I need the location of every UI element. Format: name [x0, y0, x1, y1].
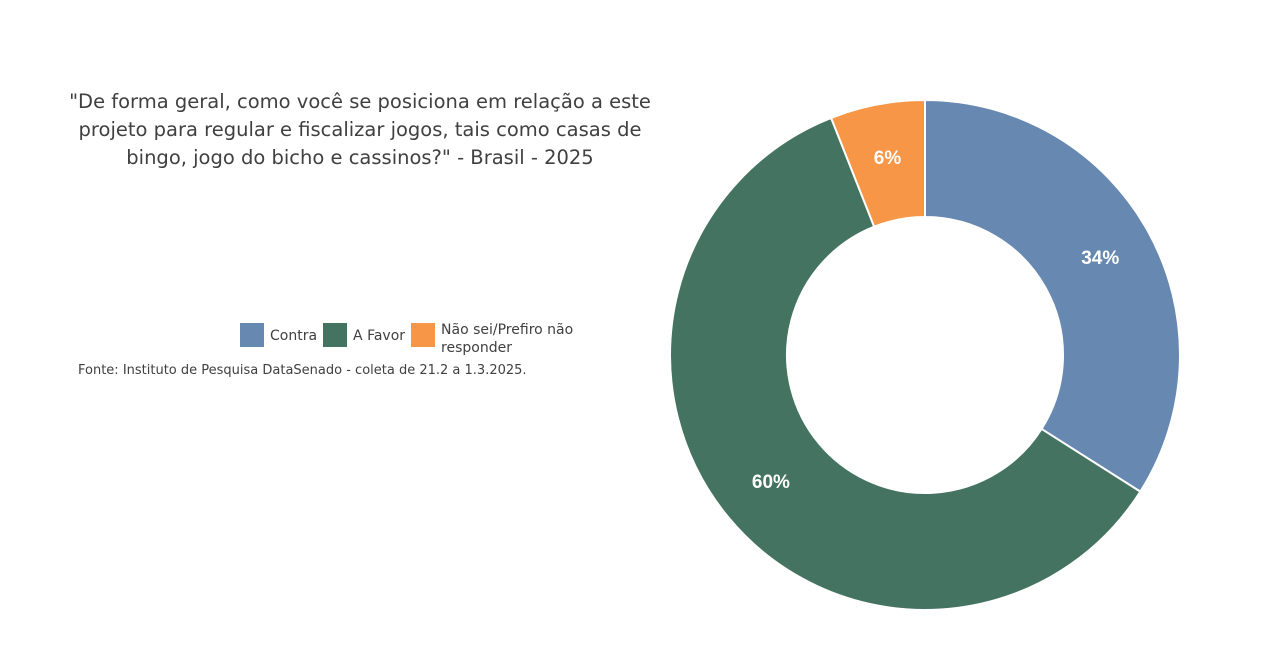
- legend-label-a-favor: A Favor: [353, 328, 406, 344]
- source-note: Fonte: Instituto de Pesquisa DataSenado …: [78, 363, 527, 378]
- legend-item-contra: Contra: [240, 320, 317, 347]
- chart-title: "De forma geral, como você se posiciona …: [69, 90, 651, 169]
- legend-item-nao-sei: Não sei/Prefiro não responder: [411, 320, 591, 357]
- data-label-nao-sei: 6%: [874, 148, 902, 169]
- legend-item-a-favor: A Favor: [323, 320, 405, 347]
- data-label-contra: 34%: [1081, 248, 1119, 269]
- legend: Contra A Favor Não sei/Prefiro não respo…: [240, 320, 597, 357]
- legend-label-nao-sei: Não sei/Prefiro não responder: [441, 322, 574, 356]
- legend-swatch-nao-sei: [411, 323, 436, 347]
- legend-swatch-contra: [240, 323, 264, 347]
- data-label-a-favor: 60%: [752, 472, 790, 493]
- legend-swatch-a-favor: [323, 323, 348, 347]
- legend-label-contra: Contra: [270, 328, 318, 344]
- slice-nao-sei: [829, 98, 926, 228]
- slice-a-favor: [669, 116, 1142, 611]
- slice-contra: [924, 98, 1181, 494]
